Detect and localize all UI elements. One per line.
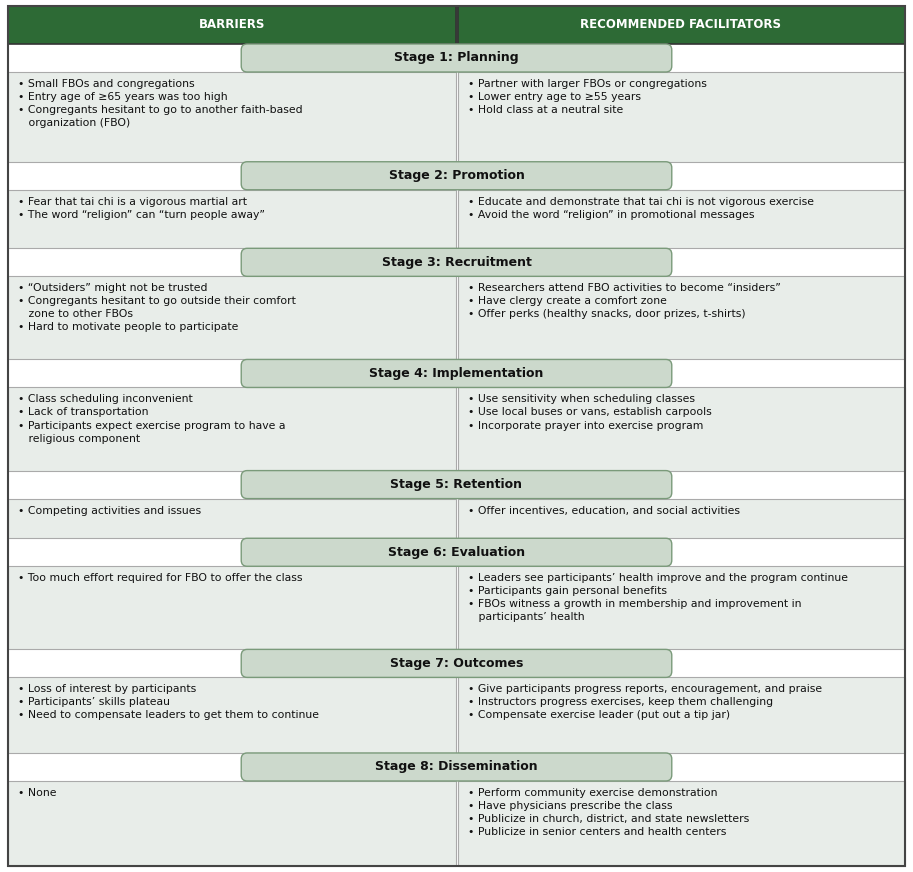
Text: Stage 4: Implementation: Stage 4: Implementation <box>370 367 543 380</box>
Text: • Leaders see participants’ health improve and the program continue
• Participan: • Leaders see participants’ health impro… <box>468 573 848 623</box>
Bar <box>457 190 905 249</box>
Text: Stage 1: Planning: Stage 1: Planning <box>394 51 519 65</box>
Bar <box>457 678 905 753</box>
Bar <box>8 276 456 359</box>
Bar <box>457 276 905 359</box>
FancyBboxPatch shape <box>241 650 672 678</box>
Text: • “Outsiders” might not be trusted
• Congregants hesitant to go outside their co: • “Outsiders” might not be trusted • Con… <box>18 283 296 332</box>
Bar <box>457 72 905 161</box>
Text: • Class scheduling inconvenient
• Lack of transportation
• Participants expect e: • Class scheduling inconvenient • Lack o… <box>18 394 286 444</box>
Text: • Too much effort required for FBO to offer the class: • Too much effort required for FBO to of… <box>18 573 302 583</box>
Bar <box>457 781 905 866</box>
FancyBboxPatch shape <box>241 249 672 276</box>
Text: • Loss of interest by participants
• Participants’ skills plateau
• Need to comp: • Loss of interest by participants • Par… <box>18 685 319 720</box>
Bar <box>8 6 456 44</box>
FancyBboxPatch shape <box>241 471 672 499</box>
Text: • None: • None <box>18 788 57 798</box>
Bar <box>8 678 456 753</box>
Text: Stage 6: Evaluation: Stage 6: Evaluation <box>388 546 525 559</box>
FancyBboxPatch shape <box>241 753 672 781</box>
FancyBboxPatch shape <box>241 538 672 566</box>
Bar <box>8 190 456 249</box>
Text: Stage 5: Retention: Stage 5: Retention <box>391 478 522 491</box>
Text: • Offer incentives, education, and social activities: • Offer incentives, education, and socia… <box>468 506 740 515</box>
Text: • Small FBOs and congregations
• Entry age of ≥65 years was too high
• Congregan: • Small FBOs and congregations • Entry a… <box>18 79 302 128</box>
Text: • Competing activities and issues: • Competing activities and issues <box>18 506 201 515</box>
FancyBboxPatch shape <box>241 161 672 190</box>
Bar <box>457 387 905 471</box>
Text: Stage 3: Recruitment: Stage 3: Recruitment <box>382 255 531 269</box>
Bar <box>8 387 456 471</box>
Text: Stage 7: Outcomes: Stage 7: Outcomes <box>390 657 523 670</box>
Bar <box>457 499 905 538</box>
Bar <box>457 566 905 650</box>
Text: • Educate and demonstrate that tai chi is not vigorous exercise
• Avoid the word: • Educate and demonstrate that tai chi i… <box>468 197 814 220</box>
Text: • Researchers attend FBO activities to become “insiders”
• Have clergy create a : • Researchers attend FBO activities to b… <box>468 283 782 319</box>
Text: Stage 2: Promotion: Stage 2: Promotion <box>389 169 524 182</box>
Text: • Fear that tai chi is a vigorous martial art
• The word “religion” can “turn pe: • Fear that tai chi is a vigorous martia… <box>18 197 265 220</box>
Bar <box>8 72 456 161</box>
Bar <box>8 499 456 538</box>
Text: • Partner with larger FBOs or congregations
• Lower entry age to ≥55 years
• Hol: • Partner with larger FBOs or congregati… <box>468 79 708 115</box>
Text: Stage 8: Dissemination: Stage 8: Dissemination <box>375 760 538 773</box>
Bar <box>8 781 456 866</box>
FancyBboxPatch shape <box>241 359 672 387</box>
Text: • Use sensitivity when scheduling classes
• Use local buses or vans, establish c: • Use sensitivity when scheduling classe… <box>468 394 712 431</box>
FancyBboxPatch shape <box>241 44 672 72</box>
Bar <box>457 6 905 44</box>
Text: • Give participants progress reports, encouragement, and praise
• Instructors pr: • Give participants progress reports, en… <box>468 685 823 720</box>
Bar <box>8 566 456 650</box>
Text: • Perform community exercise demonstration
• Have physicians prescribe the class: • Perform community exercise demonstrati… <box>468 788 750 837</box>
Text: BARRIERS: BARRIERS <box>199 18 266 31</box>
Text: RECOMMENDED FACILITATORS: RECOMMENDED FACILITATORS <box>581 18 782 31</box>
